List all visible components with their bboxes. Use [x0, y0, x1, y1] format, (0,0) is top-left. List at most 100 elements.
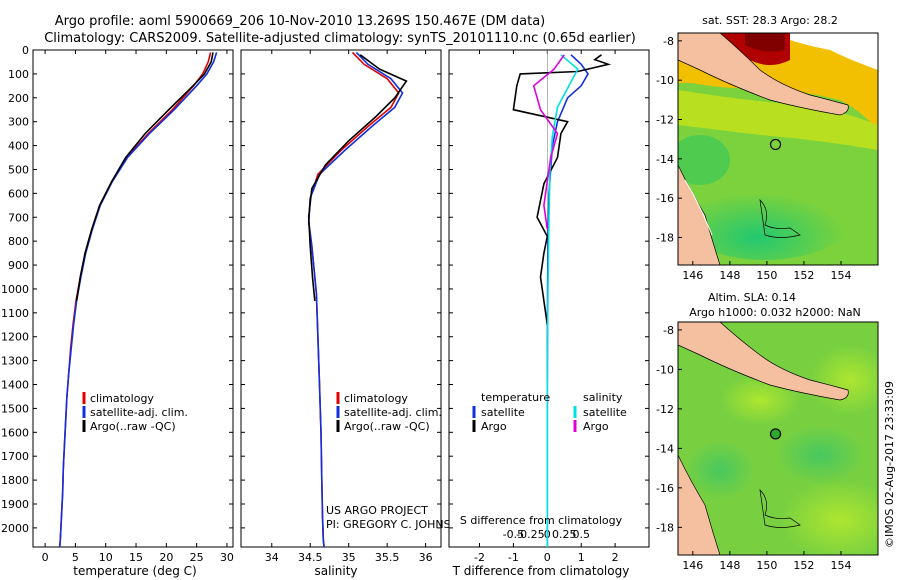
x-tick-label: 30	[220, 551, 234, 564]
depth-tick-label: 1000	[1, 283, 29, 296]
figure-title-line1: Argo profile: aoml 5900669_206 10-Nov-20…	[55, 14, 546, 29]
series-line-s-argo	[532, 54, 565, 230]
float-location-marker	[769, 138, 782, 151]
legend-label-s-argo: Argo	[583, 420, 609, 433]
salinity-lines	[307, 51, 408, 547]
temperature-depth-ticks: 0 100 200 300 400 500 600 700 800 900 1000 1100 1200…	[1, 44, 233, 535]
map-y-tick-label: -10	[656, 74, 674, 87]
depth-tick-label: 1100	[1, 307, 29, 320]
x-tick-label: 15	[129, 551, 143, 564]
difference-ticks: -2 -1 0 1 2-0.5-0.25 0 0.250.5	[449, 49, 649, 564]
depth-tick-label: 400	[8, 140, 29, 153]
salinity-ticks: 34 34.5 35 35.5 36	[241, 49, 441, 564]
map-y-tick-label: -10	[656, 363, 674, 376]
legend-label-climatology: climatology	[344, 392, 408, 405]
depth-tick-label: 1900	[1, 498, 29, 511]
s-tick-label: 0.5	[572, 528, 590, 541]
map-x-tick-label: 154	[830, 559, 851, 572]
x-tick-label: 2	[612, 551, 619, 564]
map-x-tick-label: 148	[719, 559, 740, 572]
map-y-tick-label: -8	[663, 35, 674, 48]
depth-tick-label: 800	[8, 235, 29, 248]
depth-tick-label: 1700	[1, 450, 29, 463]
depth-tick-label: 900	[8, 259, 29, 272]
depth-tick-label: 1400	[1, 379, 29, 392]
sst-map-panel: sat. SST: 28.3 Argo: 28.2 146 148 150 152 15…	[656, 14, 879, 282]
s-difference-label: S difference from climatology	[460, 514, 623, 527]
s-tick-label: 0.25	[552, 528, 577, 541]
map-y-tick-label: -12	[656, 114, 674, 127]
x-tick-label: 1	[578, 551, 585, 564]
depth-tick-label: 1800	[1, 474, 29, 487]
s-tick-label: -0.25	[516, 528, 544, 541]
sst-map-title: sat. SST: 28.3 Argo: 28.2	[702, 14, 838, 27]
x-tick-label: 0	[544, 551, 551, 564]
depth-tick-label: 600	[8, 187, 29, 200]
temperature-panel: 0100200300400500600700800900100011001200…	[1, 44, 234, 578]
sst-map-frame	[677, 32, 879, 266]
pi-annotation: PI: GREGORY C. JOHNSON	[326, 518, 467, 531]
sla-map-panel: Altim. SLA: 0.14 Argo h1000: 0.032 h2000…	[656, 291, 879, 572]
map-y-tick-label: -16	[656, 482, 674, 495]
project-annotation: US ARGO PROJECT	[326, 504, 428, 517]
map-y-tick-label: -18	[656, 231, 674, 244]
legend-title-salinity: salinity	[583, 391, 623, 404]
map-y-tick-label: -12	[656, 403, 674, 416]
legend-label-s-satellite: satellite	[583, 406, 627, 419]
x-tick-label: 35	[342, 551, 356, 564]
series-line-argo-raw-qc	[307, 54, 408, 301]
x-tick-label: 35.5	[375, 551, 400, 564]
depth-tick-label: 500	[8, 163, 29, 176]
t-difference-xlabel: T difference from climatology	[452, 564, 630, 578]
salinity-xlabel: salinity	[314, 564, 357, 578]
depth-tick-label: 1200	[1, 331, 29, 344]
x-tick-label: 5	[72, 551, 79, 564]
difference-axes	[448, 49, 650, 548]
legend-label-t-satellite: satellite	[481, 406, 525, 419]
legend-label-argo: Argo(..raw -QC)	[90, 420, 176, 433]
x-tick-label: 10	[99, 551, 113, 564]
depth-tick-label: 300	[8, 116, 29, 129]
x-tick-label: 20	[159, 551, 173, 564]
depth-tick-label: 100	[8, 68, 29, 81]
legend-title-temperature: temperature	[481, 391, 550, 404]
salinity-axes	[240, 49, 442, 548]
series-line-t-argo	[512, 54, 612, 325]
x-tick-label: 0	[42, 551, 49, 564]
imos-timestamp: ©IMOS 02-Aug-2017 23:33:09	[883, 381, 896, 548]
legend-label-satellite: satellite-adj. clim.	[344, 406, 442, 419]
sla-map-ticks: 146 148 150 152 154 -8 -10 -12 -14 -16 -18	[656, 324, 851, 572]
map-y-tick-label: -8	[663, 324, 674, 337]
map-y-tick-label: -14	[656, 442, 674, 455]
x-tick-label: -1	[508, 551, 519, 564]
map-x-tick-label: 150	[756, 269, 777, 282]
map-x-tick-label: 146	[682, 559, 703, 572]
map-y-tick-label: -14	[656, 153, 674, 166]
difference-legend: temperature satellite Argo salinity sate…	[472, 391, 627, 433]
x-tick-label: -2	[474, 551, 485, 564]
difference-lines	[512, 50, 612, 547]
salinity-panel: 34 34.5 35 35.5 36 climatology satellite-adj…	[240, 49, 467, 578]
map-x-tick-label: 146	[682, 269, 703, 282]
sst-map-field	[678, 33, 878, 265]
map-y-tick-label: -18	[656, 521, 674, 534]
temperature-axes	[32, 49, 234, 548]
depth-tick-label: 1300	[1, 355, 29, 368]
float-location-marker-filled	[769, 428, 782, 440]
x-tick-label: 34.5	[298, 551, 323, 564]
x-tick-label: 36	[419, 551, 433, 564]
depth-tick-label: 200	[8, 92, 29, 105]
series-line-s-satellite	[546, 54, 579, 547]
map-x-tick-label: 150	[756, 559, 777, 572]
map-x-tick-label: 148	[719, 269, 740, 282]
sla-map-subtitle: Argo h1000: 0.032 h2000: NaN	[689, 306, 861, 319]
salinity-legend: climatology satellite-adj. clim. Argo(..…	[336, 392, 442, 433]
map-x-tick-label: 154	[830, 269, 851, 282]
temperature-lines	[58, 52, 218, 547]
s-tick-label: -0.5	[503, 528, 524, 541]
map-x-tick-label: 152	[793, 559, 814, 572]
sla-map-frame	[677, 321, 879, 556]
depth-tick-label: 1600	[1, 426, 29, 439]
legend-label-satellite: satellite-adj. clim.	[90, 406, 188, 419]
